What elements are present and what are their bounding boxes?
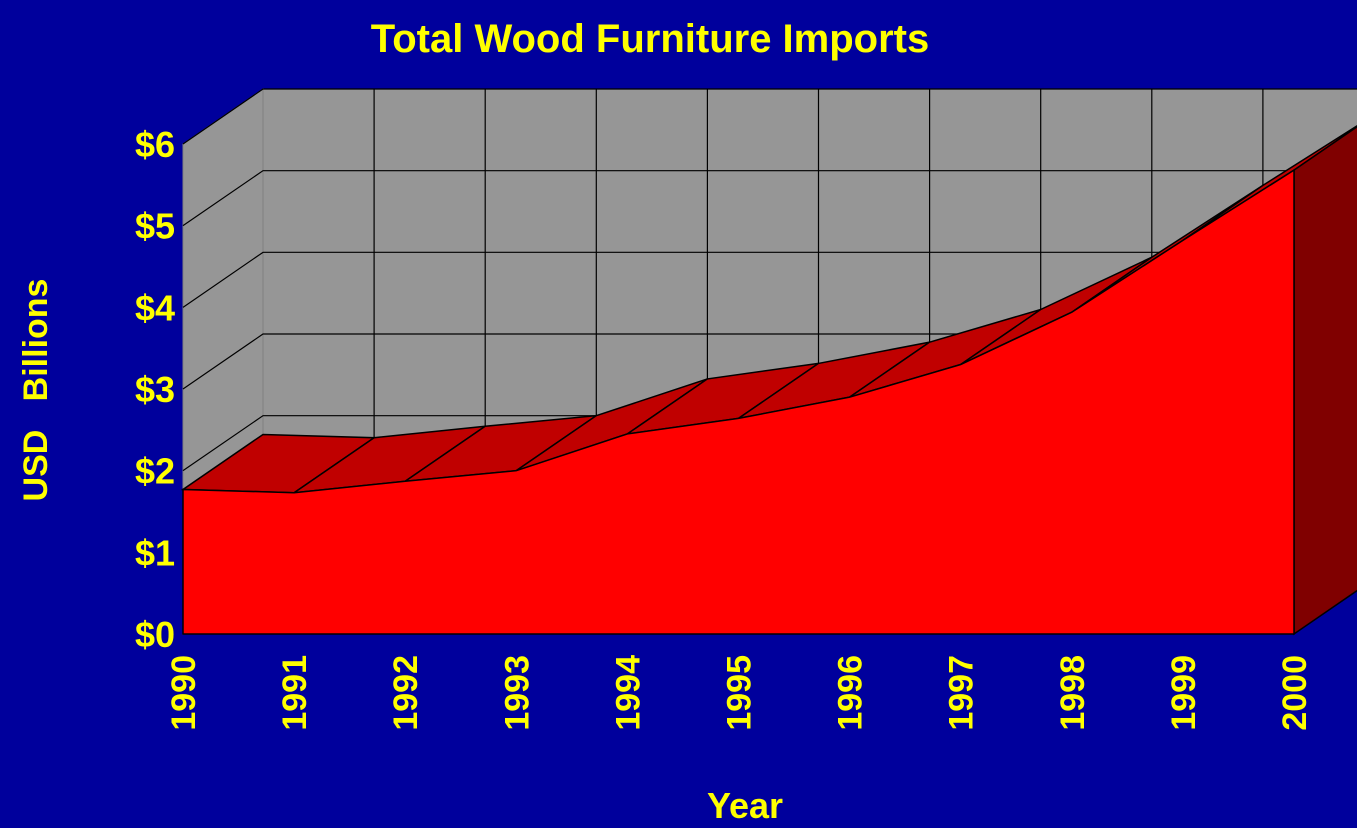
y-tick-label: $1 <box>135 532 175 573</box>
chart-title: Total Wood Furniture Imports <box>371 17 929 61</box>
x-tick-label: 1999 <box>1165 655 1203 731</box>
x-tick-label: 1990 <box>165 655 203 731</box>
grid-line <box>182 251 1357 308</box>
y-tick-label: $4 <box>135 287 175 328</box>
y-tick-label: $5 <box>135 206 175 247</box>
x-tick-label: 1991 <box>276 655 314 731</box>
grid-line <box>182 88 1357 145</box>
x-tick-label: 1992 <box>387 655 425 731</box>
y-axis-label: USD Billions <box>17 279 55 502</box>
y-tick-label: $0 <box>135 614 175 655</box>
y-tick-label: $3 <box>135 369 175 410</box>
x-tick-label: 1994 <box>609 655 647 731</box>
x-tick-label: 1995 <box>721 655 759 731</box>
area-front <box>182 168 1295 635</box>
x-tick-label: 1998 <box>1054 655 1092 731</box>
y-tick-label: $6 <box>135 124 175 165</box>
x-tick-label: 1997 <box>943 655 981 731</box>
x-tick-label: 2000 <box>1276 655 1314 731</box>
x-axis-label: Year <box>707 785 783 826</box>
y-tick-label: $2 <box>135 451 175 492</box>
area-side <box>1293 125 1357 636</box>
x-tick-label: 1993 <box>498 655 536 731</box>
x-tick-label: 1996 <box>832 655 870 731</box>
grid-line <box>182 170 1357 227</box>
